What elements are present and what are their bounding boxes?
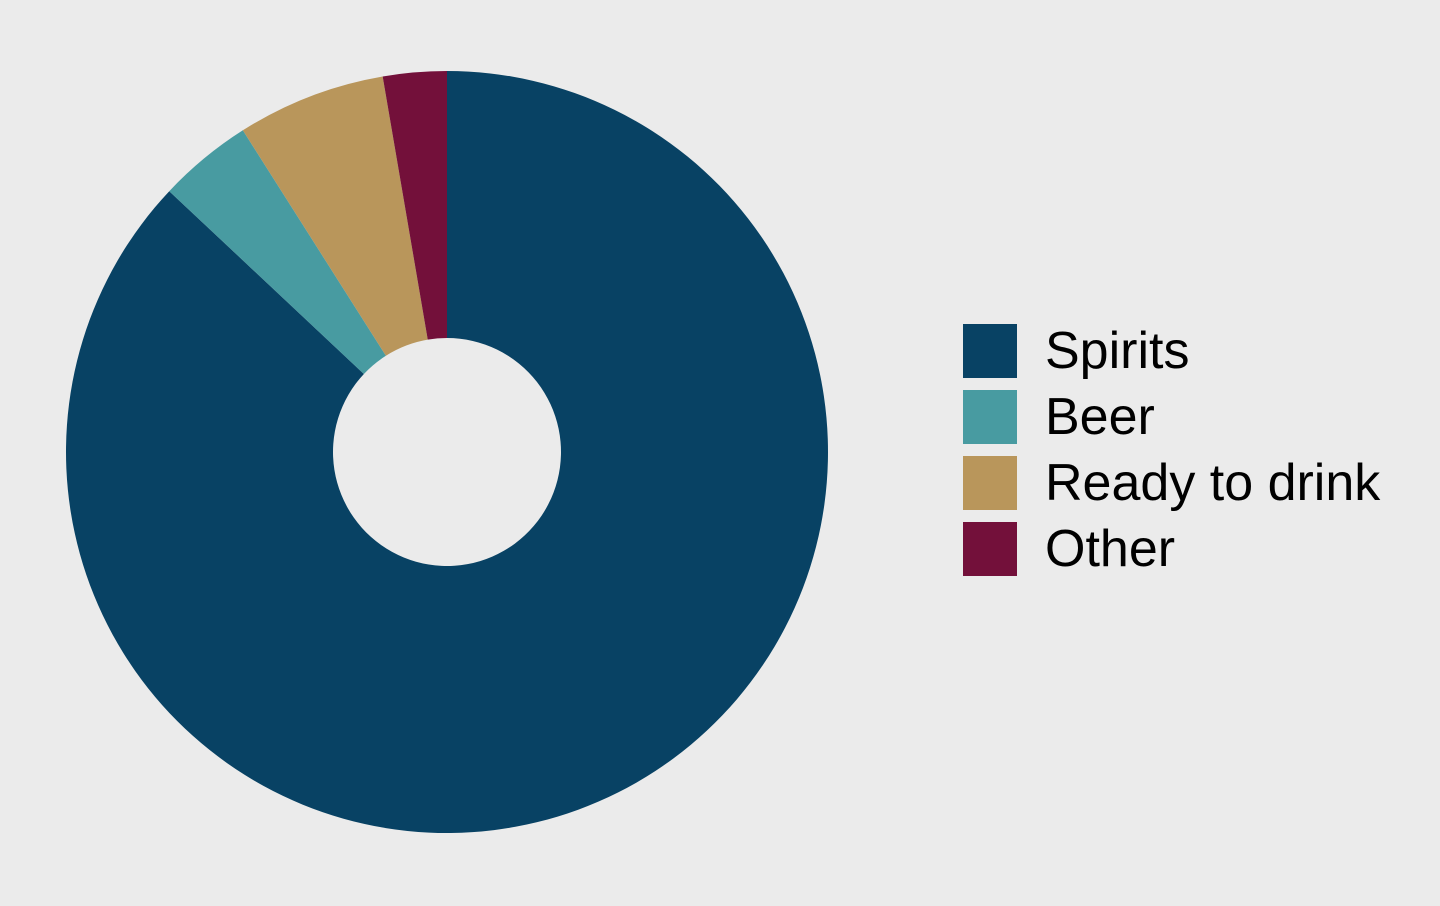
legend-swatch <box>963 390 1017 444</box>
legend: Spirits Beer Ready to drink Other <box>963 312 1380 588</box>
legend-swatch <box>963 456 1017 510</box>
legend-label: Spirits <box>1045 322 1190 380</box>
legend-label: Ready to drink <box>1045 454 1381 512</box>
legend-item-other: Other <box>963 510 1380 588</box>
slice-other <box>382 71 447 340</box>
legend-item-spirits: Spirits <box>963 312 1380 390</box>
slice-ready-to-drink <box>242 76 428 356</box>
slice-spirits <box>65 71 828 833</box>
legend-item-beer: Beer <box>963 378 1380 456</box>
legend-swatch <box>963 324 1017 378</box>
legend-swatch <box>963 522 1017 576</box>
legend-item-ready-to-drink: Ready to drink <box>963 444 1380 522</box>
legend-label: Other <box>1045 520 1176 578</box>
legend-label: Beer <box>1045 388 1155 446</box>
slice-beer <box>169 130 386 374</box>
